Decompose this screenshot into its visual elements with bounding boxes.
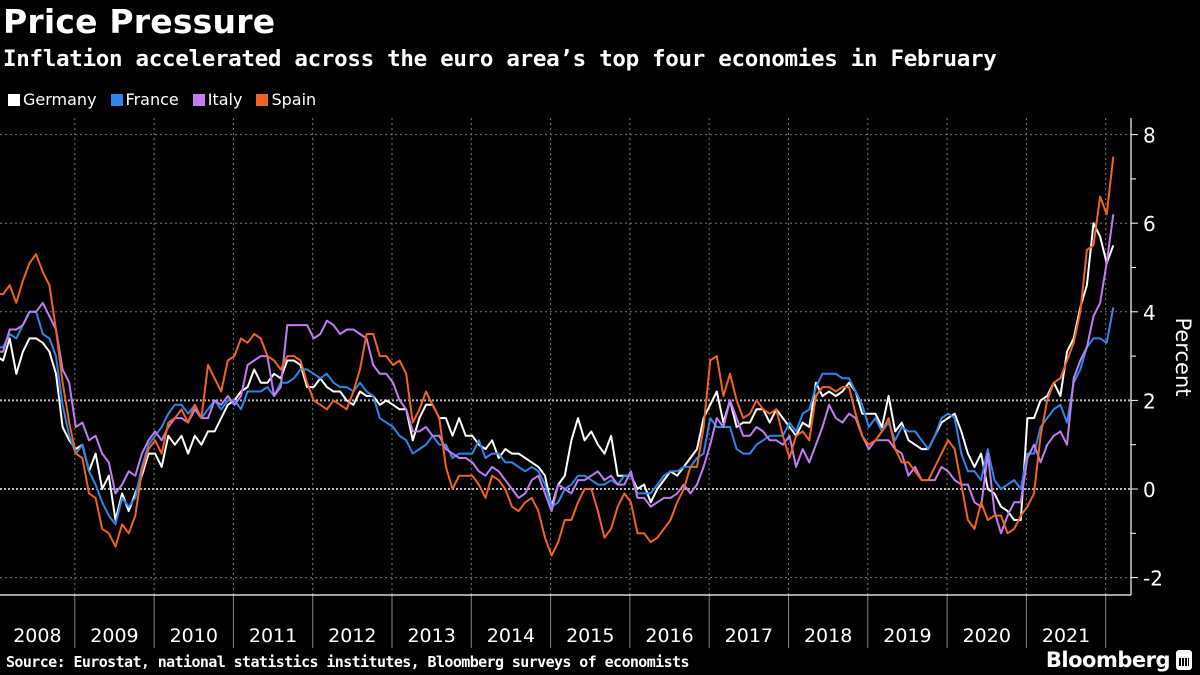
x-tick-label: 2013: [407, 625, 455, 647]
y-tick-label: 0: [1143, 478, 1156, 502]
chart-title: Price Pressure: [3, 2, 276, 41]
legend-swatch-france: [110, 93, 123, 106]
x-tick-label: 2015: [566, 625, 614, 647]
legend-label: Spain: [271, 90, 317, 109]
legend: Germany France Italy Spain: [8, 90, 316, 109]
x-tick-label: 2014: [487, 625, 535, 647]
legend-label: Italy: [207, 90, 243, 109]
y-axis-label: Percent: [1171, 317, 1195, 396]
x-tick-label: 2012: [328, 625, 376, 647]
x-tick-label: 2009: [90, 625, 138, 647]
x-tick-label: 2018: [804, 625, 852, 647]
legend-label: Germany: [23, 90, 97, 109]
axes: 8 6 4 2 0 -2 2008 2009 2010 2011 2012 2013 2014 2015 2…: [0, 118, 1163, 648]
x-tick-label: 2016: [645, 625, 693, 647]
bloomberg-chart-icon: [1176, 650, 1192, 670]
series-lines: [0, 156, 1115, 557]
y-tick-label: 6: [1143, 212, 1156, 236]
gridlines: [0, 118, 1131, 595]
series-line-germany: [0, 222, 1115, 521]
x-tick-label: 2011: [249, 625, 297, 647]
legend-swatch-spain: [256, 93, 269, 106]
chart-subtitle: Inflation accelerated across the euro ar…: [3, 46, 997, 72]
y-tick-label: 2: [1143, 389, 1156, 413]
x-tick-label: 2008: [13, 625, 61, 647]
legend-item-spain: Spain: [256, 90, 316, 109]
legend-swatch-italy: [192, 93, 205, 106]
legend-item-italy: Italy: [192, 90, 243, 109]
brand-name: Bloomberg: [1045, 648, 1171, 672]
source-note: Source: Eurostat, national statistics in…: [6, 653, 690, 671]
legend-label: France: [125, 90, 179, 109]
x-tick-label: 2021: [1042, 625, 1090, 647]
x-tick-label: 2010: [170, 625, 218, 647]
legend-swatch-germany: [8, 93, 20, 106]
legend-item-germany: Germany: [8, 90, 97, 109]
bloomberg-logo: Bloomberg: [1046, 648, 1192, 672]
x-tick-label: 2017: [725, 625, 773, 647]
series-line-spain: [0, 156, 1115, 557]
series-line-italy: [0, 214, 1115, 535]
series-line-france: [0, 307, 1115, 526]
legend-item-france: France: [110, 90, 179, 109]
y-tick-label: 4: [1143, 301, 1156, 325]
x-tick-label: 2020: [963, 625, 1011, 647]
y-tick-label: 8: [1143, 124, 1156, 148]
y-tick-label: -2: [1143, 567, 1163, 591]
x-tick-label: 2019: [883, 625, 931, 647]
